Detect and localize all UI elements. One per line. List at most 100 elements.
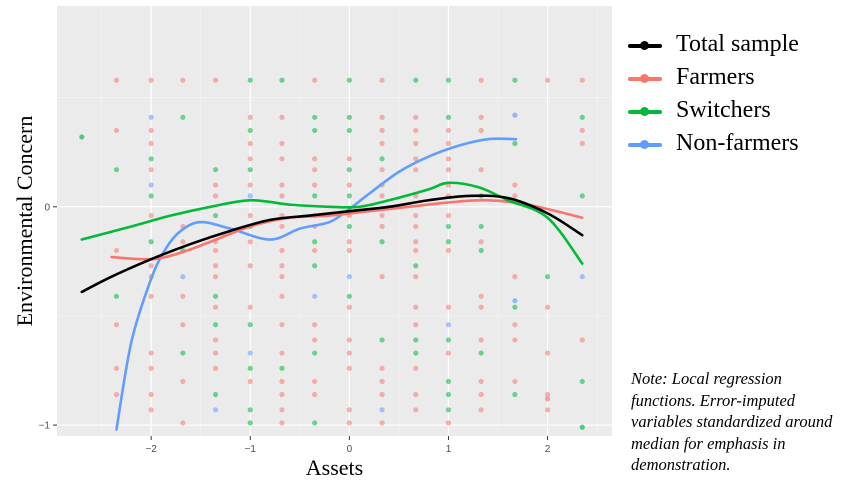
data-point: [512, 304, 518, 310]
y-tick-label: 0: [44, 202, 50, 213]
data-point: [445, 212, 452, 219]
data-point: [579, 378, 585, 385]
legend-dot: [640, 139, 649, 149]
data-point: [379, 127, 385, 134]
data-point: [247, 304, 253, 310]
data-point: [279, 407, 285, 413]
data-point: [478, 304, 484, 310]
data-point: [312, 127, 318, 134]
data-point: [379, 167, 385, 173]
data-point: [180, 274, 186, 280]
data-point: [379, 274, 385, 280]
data-point: [379, 337, 385, 343]
data-point: [279, 365, 285, 371]
data-point: [148, 127, 154, 134]
series-line-farmers: [110, 198, 584, 261]
data-point: [279, 77, 285, 83]
data-point: [346, 114, 352, 120]
data-point: [279, 274, 285, 280]
data-point: [346, 167, 352, 173]
data-point: [247, 127, 253, 134]
data-point: [247, 167, 253, 173]
data-point: [279, 350, 285, 356]
data-point: [379, 420, 385, 426]
data-point: [113, 293, 120, 299]
data-point: [379, 156, 385, 162]
data-point: [180, 293, 186, 299]
legend-label: Farmers: [676, 64, 755, 90]
data-point: [379, 212, 385, 219]
data-point: [379, 239, 385, 245]
data-point: [148, 293, 154, 299]
data-point: [413, 127, 419, 134]
data-point: [279, 378, 285, 385]
data-point: [445, 322, 452, 328]
data-point: [212, 391, 219, 398]
data-point: [247, 114, 253, 120]
data-point: [478, 247, 484, 254]
data-point: [544, 396, 551, 402]
data-point: [247, 420, 253, 426]
x-tick-label: 1: [446, 444, 452, 455]
data-point: [445, 114, 452, 120]
legend-item-non-farmers: Non-farmers: [622, 127, 822, 160]
data-point: [148, 365, 154, 371]
data-point: [148, 391, 154, 398]
data-point: [413, 223, 419, 230]
data-point: [212, 322, 219, 328]
data-point: [346, 77, 352, 83]
data-point: [212, 365, 219, 371]
data-point: [379, 114, 385, 120]
data-point: [346, 223, 352, 230]
data-point: [413, 239, 419, 245]
data-point: [512, 182, 518, 188]
legend-dot: [640, 73, 649, 83]
data-point: [512, 378, 518, 385]
data-point: [212, 77, 219, 83]
data-point: [212, 247, 219, 254]
data-point: [445, 337, 452, 343]
data-point: [579, 77, 585, 83]
data-point: [247, 77, 253, 83]
data-point: [413, 114, 419, 120]
data-point: [312, 420, 318, 426]
data-point: [512, 140, 518, 147]
data-point: [148, 114, 154, 120]
scatter-points: [79, 77, 585, 430]
data-point: [212, 193, 219, 199]
data-point: [413, 140, 419, 147]
data-point: [478, 167, 484, 173]
data-point: [312, 350, 318, 356]
data-point: [180, 239, 186, 245]
data-point: [180, 77, 186, 83]
data-point: [478, 114, 484, 120]
data-point: [445, 391, 452, 398]
data-point: [247, 322, 253, 328]
data-point: [180, 420, 186, 426]
note-text: Note: Local regression functions. Error-…: [631, 369, 833, 474]
data-point: [445, 127, 452, 134]
x-axis-label: Assets: [306, 455, 363, 480]
data-point: [148, 407, 154, 413]
data-point: [478, 337, 484, 343]
data-point: [113, 391, 120, 398]
data-point: [312, 77, 318, 83]
data-point: [346, 239, 352, 245]
data-point: [212, 293, 219, 299]
data-point: [413, 274, 419, 280]
data-point: [478, 378, 484, 385]
data-point: [212, 337, 219, 343]
legend-label: Switchers: [676, 97, 771, 123]
data-point: [379, 140, 385, 147]
data-point: [445, 223, 452, 230]
data-point: [312, 156, 318, 162]
data-point: [379, 391, 385, 398]
data-point: [279, 140, 285, 147]
data-point: [413, 167, 419, 173]
data-point: [180, 350, 186, 356]
data-point: [180, 378, 186, 385]
data-point: [312, 378, 318, 385]
data-point: [445, 77, 452, 83]
data-point: [279, 322, 285, 328]
data-point: [247, 239, 253, 245]
